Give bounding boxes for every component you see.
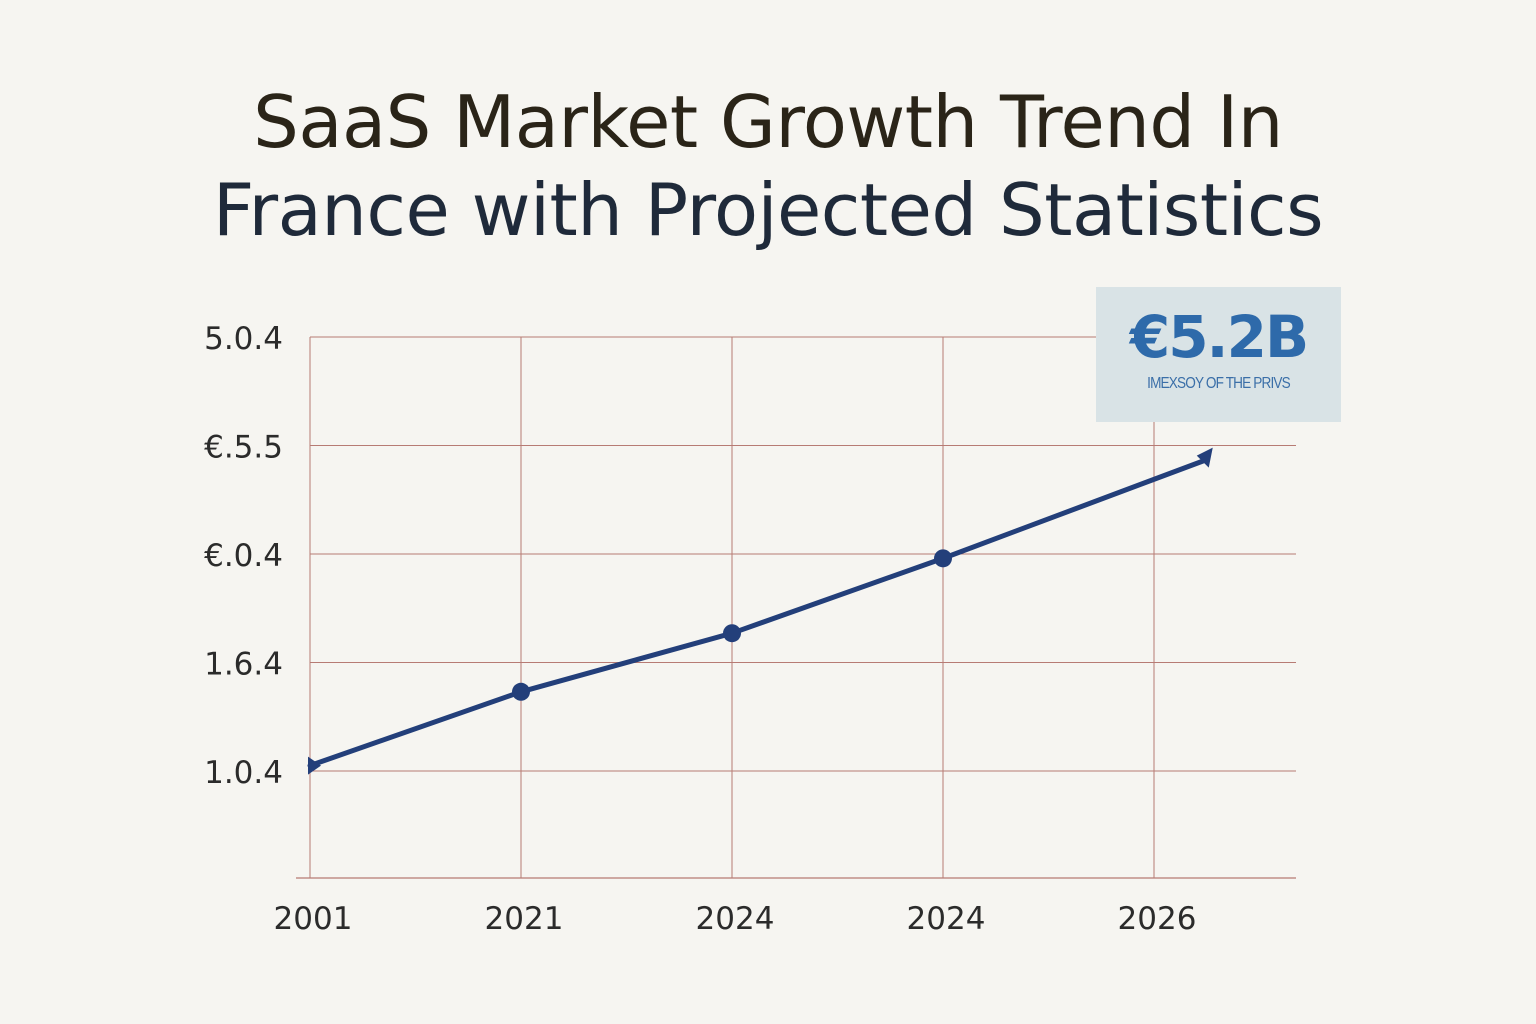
x-tick-label-2: 2024 [696,901,775,937]
data-point-3 [934,549,952,568]
data-point-2 [723,624,741,643]
y-tick-label-2: €.0.4 [204,538,283,574]
series-line-0 [307,457,1210,769]
series [307,447,1213,775]
chart-title-line-1: SaaS Market Growth Trend In [253,80,1283,164]
data-point-0 [308,756,321,775]
chart-title: SaaS Market Growth Trend In France with … [0,78,1536,254]
data-point-4 [1196,447,1213,468]
y-tick-label-0: 1.0.4 [204,755,283,791]
y-tick-label-4: 5.0.4 [204,321,283,357]
x-tick-label-1: 2021 [485,901,564,937]
data-point-1 [512,682,530,701]
x-axis-ticks: 2001 2021 2024 2024 2026 [274,901,1197,937]
x-tick-label-4: 2026 [1118,901,1197,937]
chart-title-line-2: France with Projected Statistics [212,168,1324,252]
grid [309,336,1296,878]
projected-value-callout: €5.2B IMEXSOY OF THE PRIVS [1096,287,1341,422]
y-tick-label-3: €.5.5 [204,430,283,466]
y-tick-label-1: 1.6.4 [204,647,283,683]
callout-caption: IMEXSOY OF THE PRIVS [1147,375,1291,392]
x-tick-label-0: 2001 [274,901,353,937]
x-tick-label-3: 2024 [907,901,986,937]
y-axis-ticks: 1.0.4 1.6.4 €.0.4 €.5.5 5.0.4 [204,321,283,791]
callout-value: €5.2B [1129,303,1309,371]
